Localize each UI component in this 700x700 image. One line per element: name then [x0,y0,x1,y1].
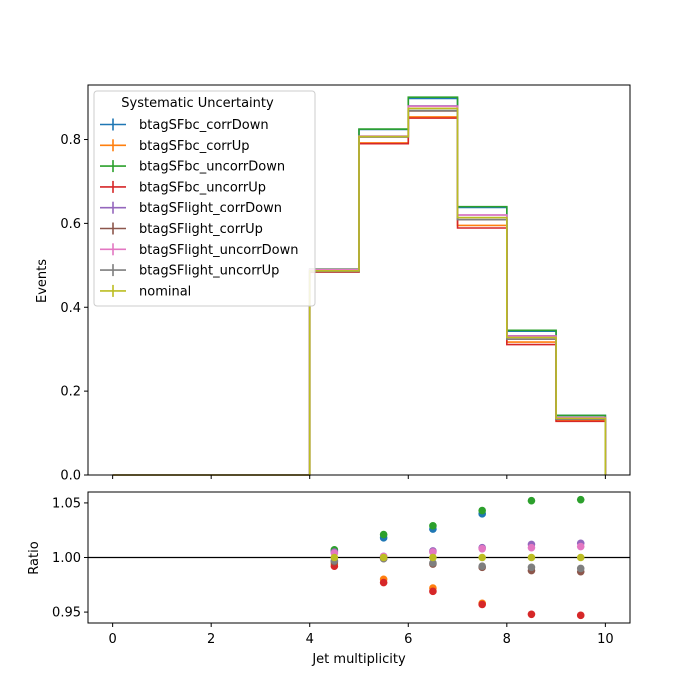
ratio-point-nominal [576,553,585,562]
legend-label-btagSFbc_corrUp: btagSFbc_corrUp [139,139,250,154]
ratio-axes-frame [87,491,631,624]
ratio-point-btagSFbc_uncorrDown [576,495,585,504]
ratio-point-btagSFlight_uncorrUp [429,559,437,567]
legend-box [93,90,316,307]
legend-label-btagSFbc_uncorrUp: btagSFbc_uncorrUp [139,180,266,195]
ratio-point-btagSFlight_uncorrUp [576,564,585,573]
x-tick-label: 2 [207,632,215,647]
legend-label-btagSFlight_corrUp: btagSFlight_corrUp [139,222,263,237]
ratio-point-nominal [478,553,486,562]
ratio-point-nominal [527,553,536,562]
ratio-point-btagSFlight_uncorrDown [429,548,437,556]
main-panel: 0.0 0.2 0.4 0.6 0.8 Events Systematic Uncert… [35,84,631,484]
main-y-ticks: 0.0 0.2 0.4 0.6 0.8 [60,133,88,484]
ratio-point-btagSFlight_uncorrDown [478,544,486,553]
x-axis-label: Jet multiplicity [311,652,406,667]
x-tick-label: 4 [306,632,314,647]
ratio-point-nominal [429,553,437,562]
legend-label-nominal: nominal [139,284,191,299]
ratio-panel: 0.95 1.00 1.05 0 2 4 6 8 10 Ratio Jet multiplic… [27,491,631,667]
legend-label-btagSFlight_corrDown: btagSFlight_corrDown [139,201,282,216]
x-tick-label: 10 [597,632,614,647]
ratio-point-btagSFbc_uncorrDown [527,496,536,505]
ratio-y-ticks: 0.95 1.00 1.05 [52,496,88,621]
ratio-point-btagSFbc_uncorrDown [379,530,388,539]
ratio-point-btagSFbc_uncorrDown [478,506,486,515]
ratio-y-tick-label: 1.05 [52,496,81,511]
legend-label-btagSFlight_uncorrUp: btagSFlight_uncorrUp [139,264,279,279]
legend-title: Systematic Uncertainty [121,96,274,111]
x-tick-label: 6 [404,632,412,647]
ratio-point-btagSFlight_uncorrUp [527,563,536,572]
main-y-tick-label: 0.0 [60,469,81,484]
main-y-axis-label: Events [35,259,50,303]
ratio-point-btagSFbc_uncorrUp [478,600,486,609]
ratio-point-btagSFbc_uncorrUp [429,587,437,596]
ratio-point-btagSFlight_uncorrDown [527,543,536,552]
ratio-point-nominal [330,553,339,562]
ratio-point-btagSFlight_uncorrDown [576,542,585,551]
x-tick-label: 8 [503,632,511,647]
ratio-y-tick-label: 1.00 [52,551,81,566]
x-tick-label: 0 [108,632,116,647]
main-y-tick-label: 0.2 [60,385,81,400]
ratio-point-btagSFlight_uncorrUp [478,562,486,571]
main-axes-frame [87,84,631,476]
legend-label-btagSFlight_uncorrDown: btagSFlight_uncorrDown [139,243,299,258]
ratio-point-btagSFbc_uncorrDown [429,522,437,530]
ratio-y-tick-label: 0.95 [52,606,81,621]
legend-label-btagSFbc_corrDown: btagSFbc_corrDown [139,118,269,133]
main-y-tick-label: 0.6 [60,217,81,232]
main-x-ticks [112,475,606,479]
ratio-point-btagSFbc_uncorrUp [379,578,388,587]
ratio-point-btagSFbc_uncorrUp [576,611,585,620]
ratio-x-ticks: 0 2 4 6 8 10 [108,623,614,647]
main-y-tick-label: 0.8 [60,133,81,148]
ratio-series-layer [330,495,585,620]
ratio-y-axis-label: Ratio [27,541,42,574]
legend: Systematic Uncertainty btagSFbc_corrDownb… [93,90,316,307]
ratio-point-nominal [379,553,388,562]
ratio-point-btagSFbc_uncorrUp [527,610,536,619]
legend-label-btagSFbc_uncorrDown: btagSFbc_uncorrDown [139,160,285,175]
main-y-tick-label: 0.4 [60,301,81,316]
